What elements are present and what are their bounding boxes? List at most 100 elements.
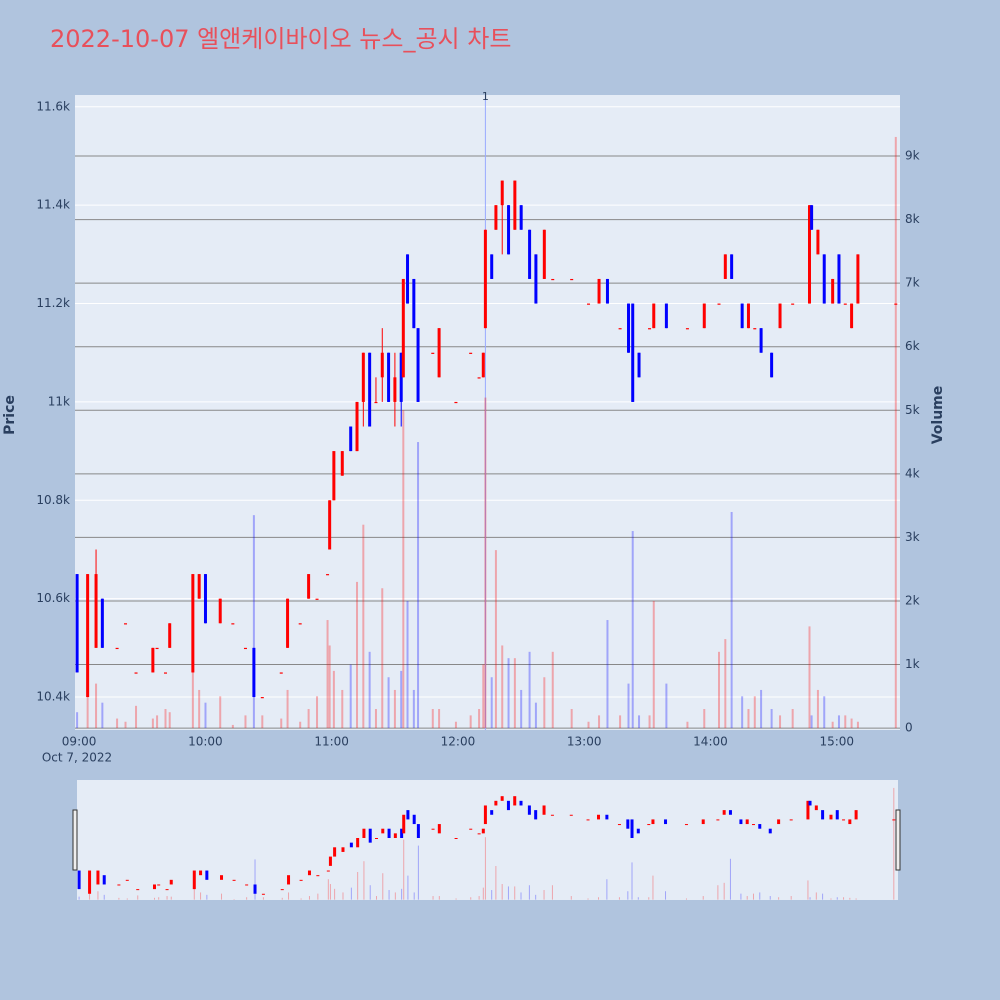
slider-handle-left[interactable] bbox=[72, 809, 78, 871]
candle-body bbox=[100, 598, 104, 648]
candle-body bbox=[759, 328, 763, 353]
y2-tick-label: 8k bbox=[905, 212, 920, 226]
volume-bar bbox=[231, 724, 234, 729]
slider-volume-bar bbox=[401, 888, 403, 900]
slider-volume-bar bbox=[342, 892, 344, 900]
slider-volume-bar bbox=[413, 892, 415, 900]
volume-bar bbox=[619, 715, 622, 729]
volume-bar bbox=[316, 696, 319, 729]
candle-body bbox=[454, 401, 458, 404]
slider-candle bbox=[469, 828, 473, 830]
slider-candle bbox=[381, 828, 385, 834]
slider-candle bbox=[232, 879, 236, 881]
candle-body bbox=[652, 303, 656, 329]
slider-candle bbox=[368, 828, 372, 843]
slider-candle bbox=[88, 870, 92, 894]
slider-candle bbox=[892, 819, 896, 821]
slider-candle bbox=[96, 870, 100, 885]
slider-candle bbox=[835, 810, 839, 820]
volume-bar bbox=[810, 715, 813, 729]
candle-body bbox=[279, 672, 283, 674]
slider-candle bbox=[758, 824, 762, 829]
volume-bar bbox=[570, 709, 573, 729]
volume-bar bbox=[543, 677, 546, 729]
slider-volume-bar bbox=[166, 896, 168, 900]
slider-candle bbox=[261, 893, 265, 895]
candle-body bbox=[637, 352, 641, 378]
slider-volume-bar bbox=[221, 893, 223, 900]
volume-bar bbox=[151, 718, 154, 729]
volume-bar bbox=[808, 626, 811, 729]
volume-bar bbox=[490, 677, 493, 729]
slider-volume-bar bbox=[300, 898, 302, 900]
y2-axis-title: Volume bbox=[930, 386, 946, 445]
candle-body bbox=[203, 574, 207, 624]
candle-body bbox=[597, 278, 601, 304]
slider-volume-bar bbox=[507, 886, 509, 900]
volume-bar bbox=[261, 715, 264, 729]
candle-body bbox=[894, 303, 898, 305]
slider-volume-bar bbox=[618, 897, 620, 900]
range-slider[interactable] bbox=[77, 780, 898, 900]
slider-candle bbox=[586, 819, 590, 821]
candle-body bbox=[551, 278, 555, 281]
candle-body bbox=[399, 352, 403, 402]
slider-volume-bar bbox=[807, 880, 809, 900]
y-tick-label: 11k bbox=[48, 394, 70, 408]
volume-bar bbox=[844, 715, 847, 729]
candle-body bbox=[86, 574, 90, 698]
slider-volume-bar bbox=[648, 897, 650, 900]
volume-bar bbox=[252, 515, 255, 729]
y-axis-title: Price bbox=[2, 395, 18, 435]
volume-bar bbox=[438, 709, 441, 729]
slider-candle bbox=[808, 800, 812, 806]
volume-bar bbox=[204, 702, 207, 729]
candle-body bbox=[753, 328, 757, 330]
x-date-label: Oct 7, 2022 bbox=[42, 751, 112, 765]
volume-bar bbox=[76, 712, 79, 729]
candle-body bbox=[355, 401, 359, 452]
slider-volume-bar bbox=[514, 886, 516, 900]
slider-candle bbox=[777, 819, 781, 825]
slider-volume-bar bbox=[153, 897, 155, 900]
candle-body bbox=[412, 278, 416, 329]
candle-body bbox=[843, 303, 847, 305]
x-tick-label: 09:00 bbox=[62, 735, 97, 749]
slider-volume-bar bbox=[137, 895, 139, 900]
slider-volume-bar bbox=[843, 897, 845, 900]
volume-bar bbox=[648, 715, 651, 729]
x-tick-label: 12:00 bbox=[441, 735, 476, 749]
slider-volume-bar bbox=[637, 897, 639, 900]
slider-handle-right[interactable] bbox=[895, 809, 901, 871]
candle-body bbox=[368, 352, 372, 427]
slider-candle bbox=[647, 824, 651, 826]
candle-body bbox=[401, 278, 405, 378]
volume-bar bbox=[507, 658, 510, 729]
x-tick-label: 15:00 bbox=[819, 735, 854, 749]
slider-volume-bar bbox=[170, 896, 172, 900]
candle-body bbox=[627, 303, 631, 353]
slider-volume-bar bbox=[334, 888, 336, 900]
slider-candle bbox=[684, 824, 688, 826]
candle-body bbox=[481, 352, 485, 378]
slider-candle bbox=[454, 838, 458, 840]
volume-bar bbox=[823, 696, 826, 729]
candle-body bbox=[387, 352, 391, 402]
slider-candle bbox=[829, 814, 833, 820]
slider-volume-bar bbox=[723, 882, 725, 900]
slider-candle bbox=[500, 796, 504, 801]
candle-body bbox=[494, 205, 498, 230]
slider-candle bbox=[519, 800, 523, 806]
slider-candle bbox=[597, 814, 601, 820]
slider-candle bbox=[605, 814, 609, 820]
candle-body bbox=[393, 377, 397, 402]
volume-bar bbox=[299, 721, 302, 729]
candle-body bbox=[437, 328, 441, 378]
slider-candle bbox=[739, 819, 743, 825]
candle-body bbox=[507, 205, 511, 255]
candle-body bbox=[218, 598, 222, 624]
slider-candle bbox=[192, 870, 196, 890]
slider-candle bbox=[527, 805, 531, 815]
slider-candle bbox=[152, 884, 156, 890]
slider-volume-bar bbox=[470, 897, 472, 900]
